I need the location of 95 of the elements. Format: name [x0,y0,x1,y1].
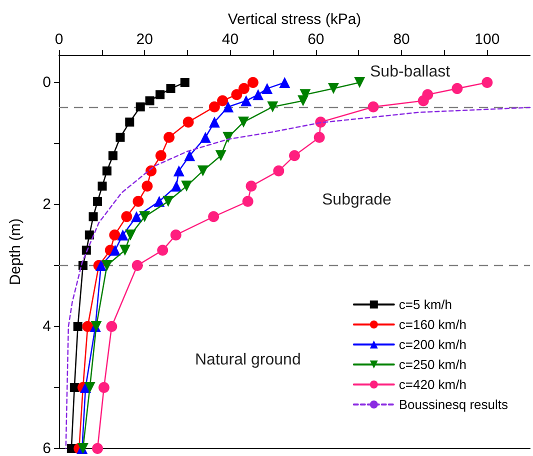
point [368,101,379,112]
point [314,132,325,143]
point [119,244,130,256]
point [200,132,211,143]
point [106,320,118,332]
annotation: Natural ground [195,352,301,368]
point [125,118,134,127]
legend-label: c=5 km/h [398,297,452,312]
point [418,95,429,106]
legend-label: Boussinesq results [398,397,508,412]
point [142,180,153,192]
point [108,151,118,160]
point [298,95,309,106]
y-tick-label: 6 [42,440,51,456]
legend-label: c=250 km/h [398,357,466,372]
point [170,229,182,240]
point [222,101,234,112]
point [84,382,96,393]
point [180,78,190,87]
y-axis-title: Depth (m) [7,218,24,286]
point [166,84,176,94]
point [242,196,254,207]
point [157,244,168,256]
point [155,150,166,162]
x-tick-label: 0 [54,31,64,48]
point [116,132,125,142]
point [328,83,339,94]
point [452,83,463,94]
point [354,76,366,88]
point [246,180,257,192]
point [82,246,91,255]
point [208,101,220,112]
point [208,116,220,128]
legend-label: c=160 km/h [398,317,466,332]
point [92,443,104,454]
point [98,182,107,191]
point [231,89,242,100]
point [132,260,143,271]
point [73,322,82,331]
point [197,165,208,176]
point [145,96,154,106]
point [247,76,258,88]
point [101,260,112,271]
point [215,150,226,162]
point [208,211,220,222]
point [154,196,165,207]
point [262,83,273,94]
point [173,165,184,176]
annotation: Sub-ballast [370,64,451,80]
y-tick-label: 4 [42,318,51,335]
point [110,244,121,256]
point [240,95,252,106]
point [131,211,142,222]
point [98,382,110,393]
point [279,76,290,88]
point [88,212,98,222]
point [273,165,284,176]
legend-label: c=200 km/h [398,337,466,352]
point [136,102,145,112]
x-tick-label: 80 [393,31,410,48]
point [93,196,102,206]
annotation: Subgrade [322,192,392,208]
point [82,320,94,332]
y-tick-label: 0 [42,74,51,91]
point [156,90,165,100]
y-tick-label: 2 [42,196,51,213]
point [102,166,112,176]
point [132,196,144,207]
point [181,180,192,192]
x-tick-label: 100 [474,31,500,48]
x-tick-label: 60 [308,31,324,48]
x-tick-label: 20 [136,31,153,48]
point [170,180,182,192]
point [238,83,250,94]
point [109,229,120,240]
point [289,150,300,162]
point [184,150,196,162]
point [164,132,175,143]
point [252,89,264,100]
point [217,95,228,106]
point [482,76,493,88]
point [162,196,174,207]
point [84,230,94,240]
point [238,116,250,128]
point [125,229,136,240]
point [182,116,194,128]
point [146,165,157,176]
legend-label: c=420 km/h [398,377,466,392]
x-axis-title: Vertical stress (kPa) [228,11,362,28]
point [70,382,79,392]
point [139,211,150,222]
point [121,211,132,222]
point [267,101,278,112]
x-tick-label: 40 [222,31,239,48]
point [117,229,128,240]
